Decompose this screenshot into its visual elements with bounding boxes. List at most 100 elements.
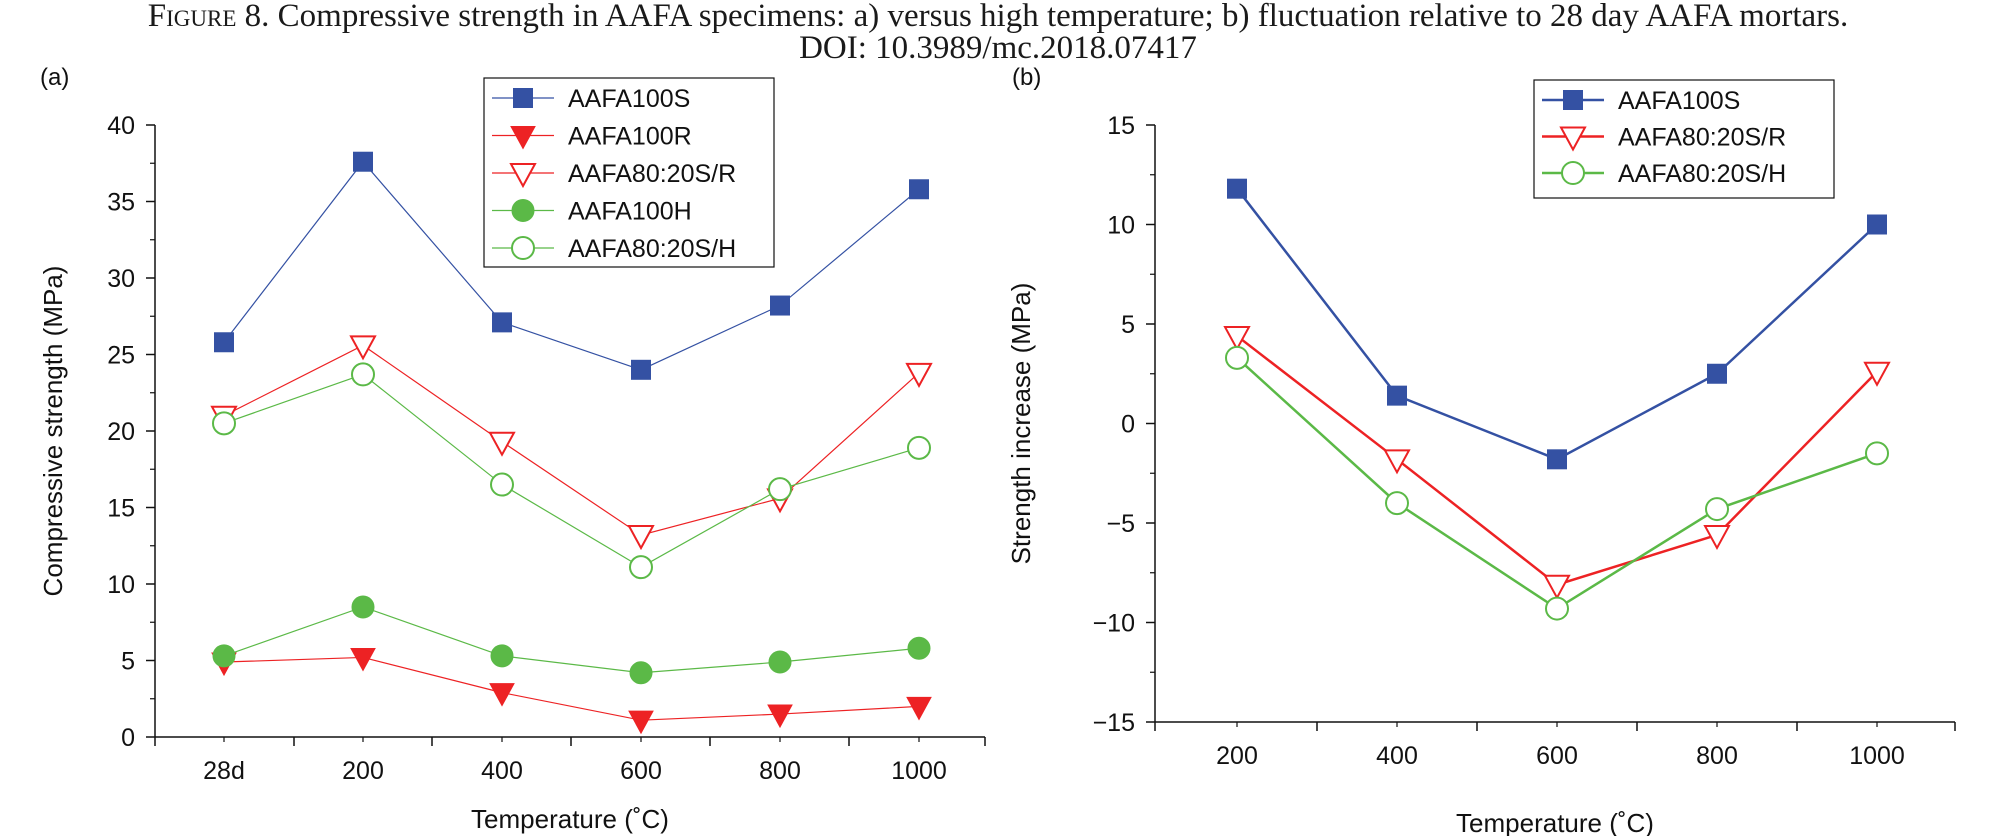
data-point (1863, 361, 1891, 387)
data-point (212, 644, 236, 668)
data-point (1867, 214, 1887, 235)
legend: AAFA100S AAFA100R AAFA80:20S/R AAFA100H AAFA… (483, 77, 775, 268)
y-tick-label: −10 (1093, 610, 1135, 638)
legend-marker (1561, 161, 1585, 185)
y-tick-label: 10 (107, 571, 135, 599)
legend-marker (511, 236, 535, 260)
y-axis-title: Compressive strength (MPa) (38, 266, 68, 597)
y-tick-label: 30 (107, 265, 135, 293)
data-point (629, 661, 653, 685)
data-point (489, 683, 515, 707)
data-point (907, 435, 931, 460)
figure-caption: Figure 8. Compressive strength in AAFA s… (0, 0, 1996, 66)
series-line (223, 656, 920, 721)
x-axis-title: Temperature (˚C) (1456, 808, 1654, 836)
legend-marker (513, 88, 533, 108)
y-tick-label: 25 (107, 342, 135, 370)
x-tick-label: 400 (1376, 742, 1418, 770)
y-tick-label: 5 (121, 648, 135, 676)
y-tick-label: 0 (1121, 411, 1135, 439)
data-point (1865, 441, 1889, 466)
series-aafa80-20s-h (1225, 345, 1889, 621)
data-point (768, 477, 792, 502)
data-point (1385, 491, 1409, 516)
series-line (223, 344, 920, 536)
x-tick-label: 200 (342, 757, 384, 785)
data-point (627, 525, 655, 551)
series-aafa80-20s-r (210, 335, 933, 551)
series-line (1236, 356, 1878, 611)
caption-doi: DOI: 10.3989/mc.2018.07417 (799, 30, 1197, 66)
x-tick-label: 28d (203, 757, 245, 785)
series-aafa100s (214, 151, 929, 380)
series-aafa100s (1227, 178, 1887, 470)
legend-marker (509, 163, 537, 189)
data-point (212, 411, 236, 436)
legend-label: AAFA100H (568, 198, 692, 226)
legend-label: AAFA100S (1618, 87, 1740, 115)
data-point (349, 335, 377, 361)
series-aafa80-20s-r (1223, 325, 1891, 600)
data-point (1223, 325, 1251, 352)
x-tick-label: 1000 (891, 757, 947, 785)
y-tick-label: 15 (1107, 112, 1135, 140)
data-point (1547, 449, 1567, 470)
data-point (353, 151, 373, 172)
x-axis-title: Temperature (˚C) (471, 804, 669, 834)
y-axis-title: Strength increase (MPa) (1006, 283, 1036, 565)
data-point (906, 696, 932, 721)
x-tick-label: 600 (1536, 742, 1578, 770)
data-point (490, 644, 514, 668)
x-tick-label: 1000 (1849, 742, 1905, 770)
x-tick-label: 800 (759, 757, 801, 785)
series-line (223, 373, 920, 568)
x-tick-label: 800 (1696, 742, 1738, 770)
data-point (631, 359, 651, 380)
panel-a-label: (a) (40, 64, 70, 91)
data-point (492, 312, 512, 333)
data-point (350, 647, 376, 672)
data-point (629, 555, 653, 580)
data-point (628, 710, 654, 735)
data-point (214, 332, 234, 353)
data-point (1225, 345, 1249, 370)
data-point (1545, 596, 1569, 621)
caption-line-1: Figure 8. Compressive strength in AAFA s… (0, 0, 1996, 34)
series-aafa100r (211, 647, 932, 735)
data-point (1387, 385, 1407, 406)
y-tick-label: 35 (107, 189, 135, 217)
y-tick-label: 5 (1121, 311, 1135, 339)
caption-text: Compressive strength in AAFA specimens: … (277, 0, 1849, 34)
y-tick-label: 20 (107, 418, 135, 446)
x-tick-label: 600 (620, 757, 662, 785)
legend-label: AAFA80:20S/H (568, 235, 736, 263)
series-line (223, 160, 920, 371)
data-point (488, 431, 516, 457)
data-point (351, 595, 375, 619)
y-tick-label: −5 (1106, 510, 1135, 538)
data-point (907, 636, 931, 660)
legend-label: AAFA80:20S/R (1618, 124, 1786, 152)
legend-marker (511, 199, 535, 222)
data-point (905, 362, 933, 388)
legend: AAFA100S AAFA80:20S/R AAFA80:20S/H (1533, 79, 1835, 199)
data-point (768, 650, 792, 674)
legend-marker (510, 126, 536, 150)
legend-marker (1563, 90, 1583, 110)
data-point (351, 362, 375, 387)
data-point (770, 295, 790, 316)
series-line (223, 606, 920, 674)
data-point (1543, 574, 1571, 600)
legend-label: AAFA100S (568, 85, 690, 113)
y-tick-label: 0 (121, 724, 135, 752)
data-point (490, 472, 514, 497)
data-point (1707, 363, 1727, 384)
panel-b-label: (b) (1012, 64, 1042, 91)
data-point (1383, 449, 1411, 475)
legend-label: AAFA100R (568, 123, 692, 151)
legend-marker (1559, 126, 1587, 152)
y-tick-label: 40 (107, 112, 135, 140)
y-tick-label: −15 (1093, 709, 1135, 737)
data-point (767, 704, 793, 729)
